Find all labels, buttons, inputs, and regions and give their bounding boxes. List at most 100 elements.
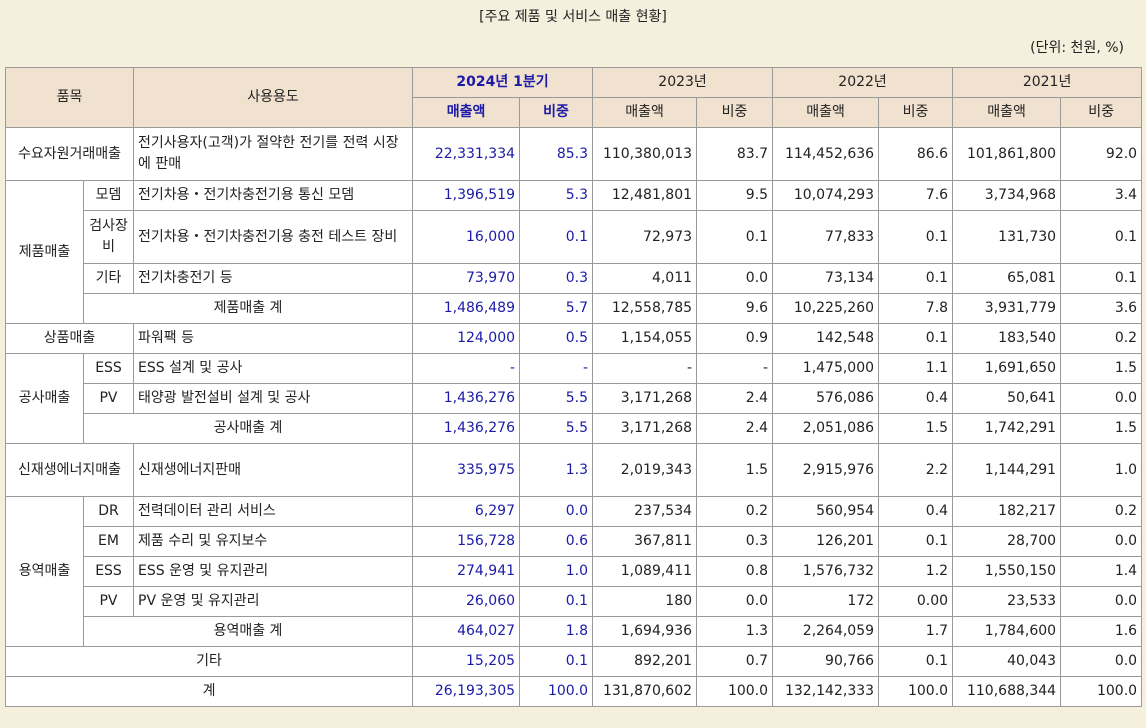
value-cell: 1,550,150 [952, 556, 1062, 587]
total-label: 제품매출 계 [82, 293, 414, 324]
value-cell: 50,641 [952, 383, 1062, 414]
value-cell: 101,861,800 [952, 127, 1062, 181]
value-cell: 85.3 [519, 127, 594, 181]
value-cell: 10,225,260 [772, 293, 880, 324]
item-cell: 기타 [82, 263, 135, 294]
usage-cell: ESS 설계 및 공사 [133, 353, 414, 384]
value-cell: 77,833 [772, 210, 880, 264]
data-row: EM 제품 수리 및 유지보수 156,728 0.6 367,811 0.3 126,20… [6, 526, 1143, 557]
value-cell: 28,700 [952, 526, 1062, 557]
value-cell: 73,134 [772, 263, 880, 294]
value-cell: 1.4 [1060, 556, 1143, 587]
value-cell: 5.3 [519, 180, 594, 211]
value-cell: 22,331,334 [412, 127, 521, 181]
value-cell: 0.1 [519, 586, 594, 617]
header-cell: 매출액 [952, 97, 1062, 128]
item-cell: ESS [82, 556, 135, 587]
value-cell: 26,193,305 [412, 676, 521, 707]
data-row: 기타 15,205 0.1 892,201 0.7 90,766 0.1 40,043 0.0 [4, 646, 1143, 677]
value-cell: 131,870,602 [592, 676, 698, 707]
value-cell: 1,742,291 [952, 413, 1062, 444]
header-cell: 비중 [1060, 97, 1143, 128]
value-cell: 182,217 [952, 496, 1062, 527]
value-cell: 2,019,343 [592, 443, 698, 497]
value-cell: 1,691,650 [952, 353, 1062, 384]
value-cell: 0.7 [696, 646, 774, 677]
value-cell: 0.1 [519, 210, 594, 264]
header-cell: 2022년 [772, 67, 954, 98]
value-cell: 12,481,801 [592, 180, 698, 211]
value-cell: 1.2 [878, 556, 954, 587]
value-cell: 0.1 [878, 263, 954, 294]
usage-cell: 전기차용・전기차충전기용 충전 테스트 장비 [133, 210, 414, 264]
category-cell: 공사매출 [5, 353, 84, 444]
value-cell: 5.5 [519, 383, 594, 414]
data-row: 신재생에너지매출 신재생에너지판매 335,975 1.3 2,019,343 1.5 2,… [4, 443, 1143, 497]
item-cell: 모뎀 [82, 180, 135, 211]
value-cell: 0.1 [696, 210, 774, 264]
value-cell: 100.0 [878, 676, 954, 707]
usage-cell: 파워팩 등 [133, 323, 414, 354]
value-cell: 1,475,000 [772, 353, 880, 384]
item-cell: ESS [82, 353, 135, 384]
data-row: 계 26,193,305 100.0 131,870,602 100.0 132,142,… [4, 676, 1143, 707]
value-cell: 1.8 [519, 616, 594, 647]
value-cell: 1,486,489 [412, 293, 521, 324]
value-cell: 1.3 [696, 616, 774, 647]
value-cell: 0.1 [878, 210, 954, 264]
value-cell: 1,144,291 [952, 443, 1062, 497]
category-cell: 수요자원거래매출 [4, 127, 135, 181]
title: [주요 제품 및 서비스 매출 현황] [479, 9, 667, 25]
item-cell: DR [82, 496, 135, 527]
value-cell: 1.5 [696, 443, 774, 497]
value-cell: 0.00 [878, 586, 954, 617]
unit: (단위: 천원, %) [1030, 40, 1124, 56]
header-cell: 2023년 [592, 67, 774, 98]
value-cell: 0.1 [878, 526, 954, 557]
data-row: 상품매출 파워팩 등 124,000 0.5 1,154,055 0.9 142,548 0.… [4, 323, 1143, 354]
data-row: PV PV 운영 및 유지관리 26,060 0.1 180 0.0 172 0.00 23,5… [6, 586, 1143, 617]
value-cell: 3,171,268 [592, 413, 698, 444]
value-cell: 0.0 [1060, 383, 1143, 414]
category-cell: 용역매출 [5, 496, 84, 647]
value-cell: 0.1 [1060, 263, 1143, 294]
value-cell: 0.0 [696, 586, 774, 617]
value-cell: 5.7 [519, 293, 594, 324]
total-label: 기타 [4, 646, 414, 677]
value-cell: 10,074,293 [772, 180, 880, 211]
value-cell: 1.6 [1060, 616, 1143, 647]
data-row: PV 태양광 발전설비 설계 및 공사 1,436,276 5.5 3,171,268 2… [6, 383, 1143, 414]
value-cell: 0.1 [878, 323, 954, 354]
value-cell: 576,086 [772, 383, 880, 414]
total-label: 계 [4, 676, 414, 707]
value-cell: 367,811 [592, 526, 698, 557]
value-cell: 1,576,732 [772, 556, 880, 587]
value-cell: 9.6 [696, 293, 774, 324]
value-cell: 0.4 [878, 496, 954, 527]
value-cell: 65,081 [952, 263, 1062, 294]
value-cell: 15,205 [412, 646, 521, 677]
data-row: 기타 전기차충전기 등 73,970 0.3 4,011 0.0 73,134 0.1 65,0… [6, 263, 1143, 294]
value-cell: 0.4 [878, 383, 954, 414]
category-cell: 제품매출 [5, 180, 84, 324]
data-row: 제품매출 계 1,486,489 5.7 12,558,785 9.6 10,225,26… [6, 293, 1143, 324]
value-cell: 9.5 [696, 180, 774, 211]
value-cell: - [412, 353, 521, 384]
value-cell: 0.0 [696, 263, 774, 294]
value-cell: 1.5 [1060, 353, 1143, 384]
usage-cell: PV 운영 및 유지관리 [133, 586, 414, 617]
value-cell: 0.2 [696, 496, 774, 527]
value-cell: 1.1 [878, 353, 954, 384]
data-row: 공사매출 ESS ESS 설계 및 공사 - - - -1,475,000 1.1 1,691,… [5, 353, 1143, 444]
usage-cell: 전기차용・전기차충전기용 통신 모뎀 [133, 180, 414, 211]
value-cell: 0.0 [519, 496, 594, 527]
value-cell: 142,548 [772, 323, 880, 354]
usage-cell: 태양광 발전설비 설계 및 공사 [133, 383, 414, 414]
value-cell: 892,201 [592, 646, 698, 677]
usage-cell: ESS 운영 및 유지관리 [133, 556, 414, 587]
sales-table: 품목 사용용도 2024년 1분기 2023년 2022년 2021년 매출액 비중 매출액 비중… [4, 67, 1143, 707]
value-cell: - [519, 353, 594, 384]
value-cell: 7.8 [878, 293, 954, 324]
value-cell: 26,060 [412, 586, 521, 617]
header-cell: 비중 [519, 97, 594, 128]
